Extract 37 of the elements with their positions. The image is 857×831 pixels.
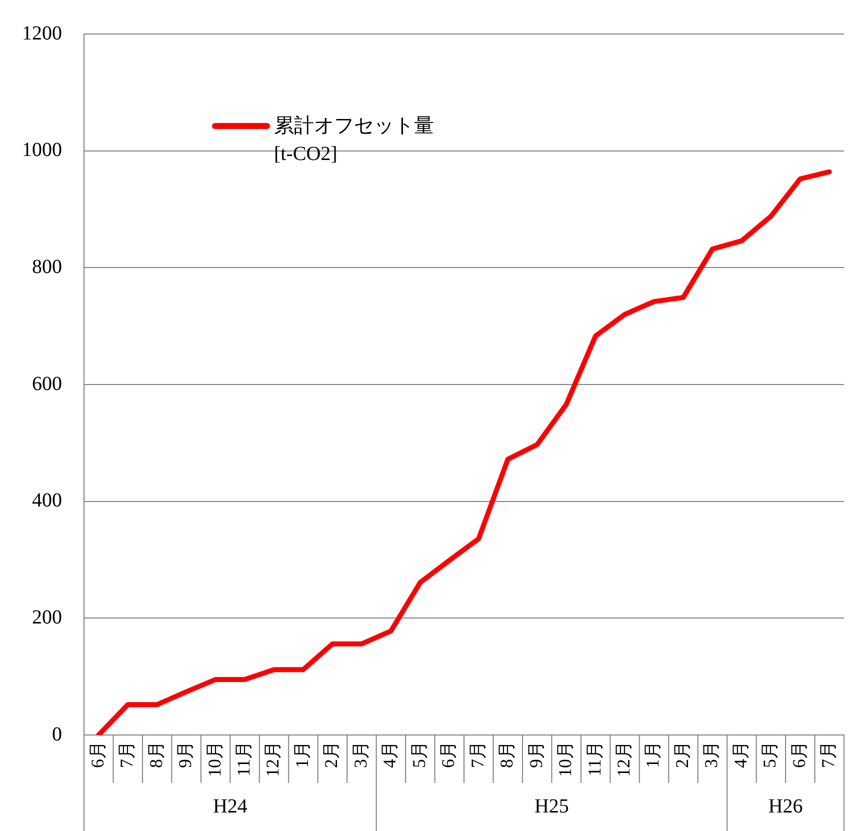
x-tick-label: 9月	[526, 741, 546, 768]
y-tick-label: 1000	[22, 139, 62, 162]
x-tick-label: 2月	[321, 741, 342, 768]
x-tick-label: 3月	[701, 741, 722, 768]
y-tick-label: 1200	[22, 22, 62, 44]
x-tick-label: 8月	[496, 741, 517, 768]
x-tick-label: 3月	[350, 741, 370, 768]
y-tick-label: 0	[52, 723, 62, 746]
text: H26	[768, 795, 803, 818]
y-tick-label: 600	[32, 372, 62, 395]
y-tick-label: 200	[32, 606, 62, 628]
x-tick-label: 9月	[175, 741, 196, 768]
y-tick-label: 800	[32, 256, 62, 278]
x-tick-label: 11月	[584, 741, 604, 776]
x-tick-label: 6月	[788, 741, 809, 768]
text: H24	[212, 795, 248, 818]
x-tick-label: 11月	[234, 741, 254, 776]
x-tick-label: 7月	[818, 741, 838, 768]
x-tick-label: 5月	[760, 741, 780, 768]
x-tick-label: 10月	[555, 741, 576, 777]
x-tick-label: 2月	[672, 741, 692, 768]
x-tick-label: 1月	[642, 741, 663, 768]
x-tick-label: 7月	[116, 741, 137, 768]
x-tick-label: 12月	[614, 741, 634, 777]
x-tick-label: 4月	[380, 741, 400, 768]
legend-label: 累計オフセット量 [t-CO2]	[274, 114, 434, 167]
x-tick-label: 7月	[467, 741, 488, 768]
x-tick-label: 10月	[204, 741, 224, 777]
x-tick-label: 6月	[438, 741, 458, 768]
x-tick-label: 4月	[730, 741, 750, 768]
x-tick-label: 8月	[146, 741, 166, 768]
x-tick-label: 12月	[262, 741, 283, 777]
x-tick-label: 6月	[87, 741, 108, 768]
text: H25	[534, 795, 569, 818]
x-tick-label: 1月	[292, 741, 312, 768]
x-tick-label: 5月	[408, 741, 429, 768]
y-tick-label: 400	[32, 490, 62, 512]
